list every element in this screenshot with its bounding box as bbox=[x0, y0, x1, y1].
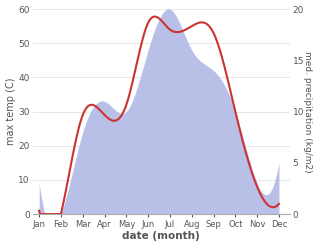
Y-axis label: max temp (C): max temp (C) bbox=[5, 78, 16, 145]
X-axis label: date (month): date (month) bbox=[122, 231, 200, 242]
Y-axis label: med. precipitation (kg/m2): med. precipitation (kg/m2) bbox=[303, 51, 313, 172]
